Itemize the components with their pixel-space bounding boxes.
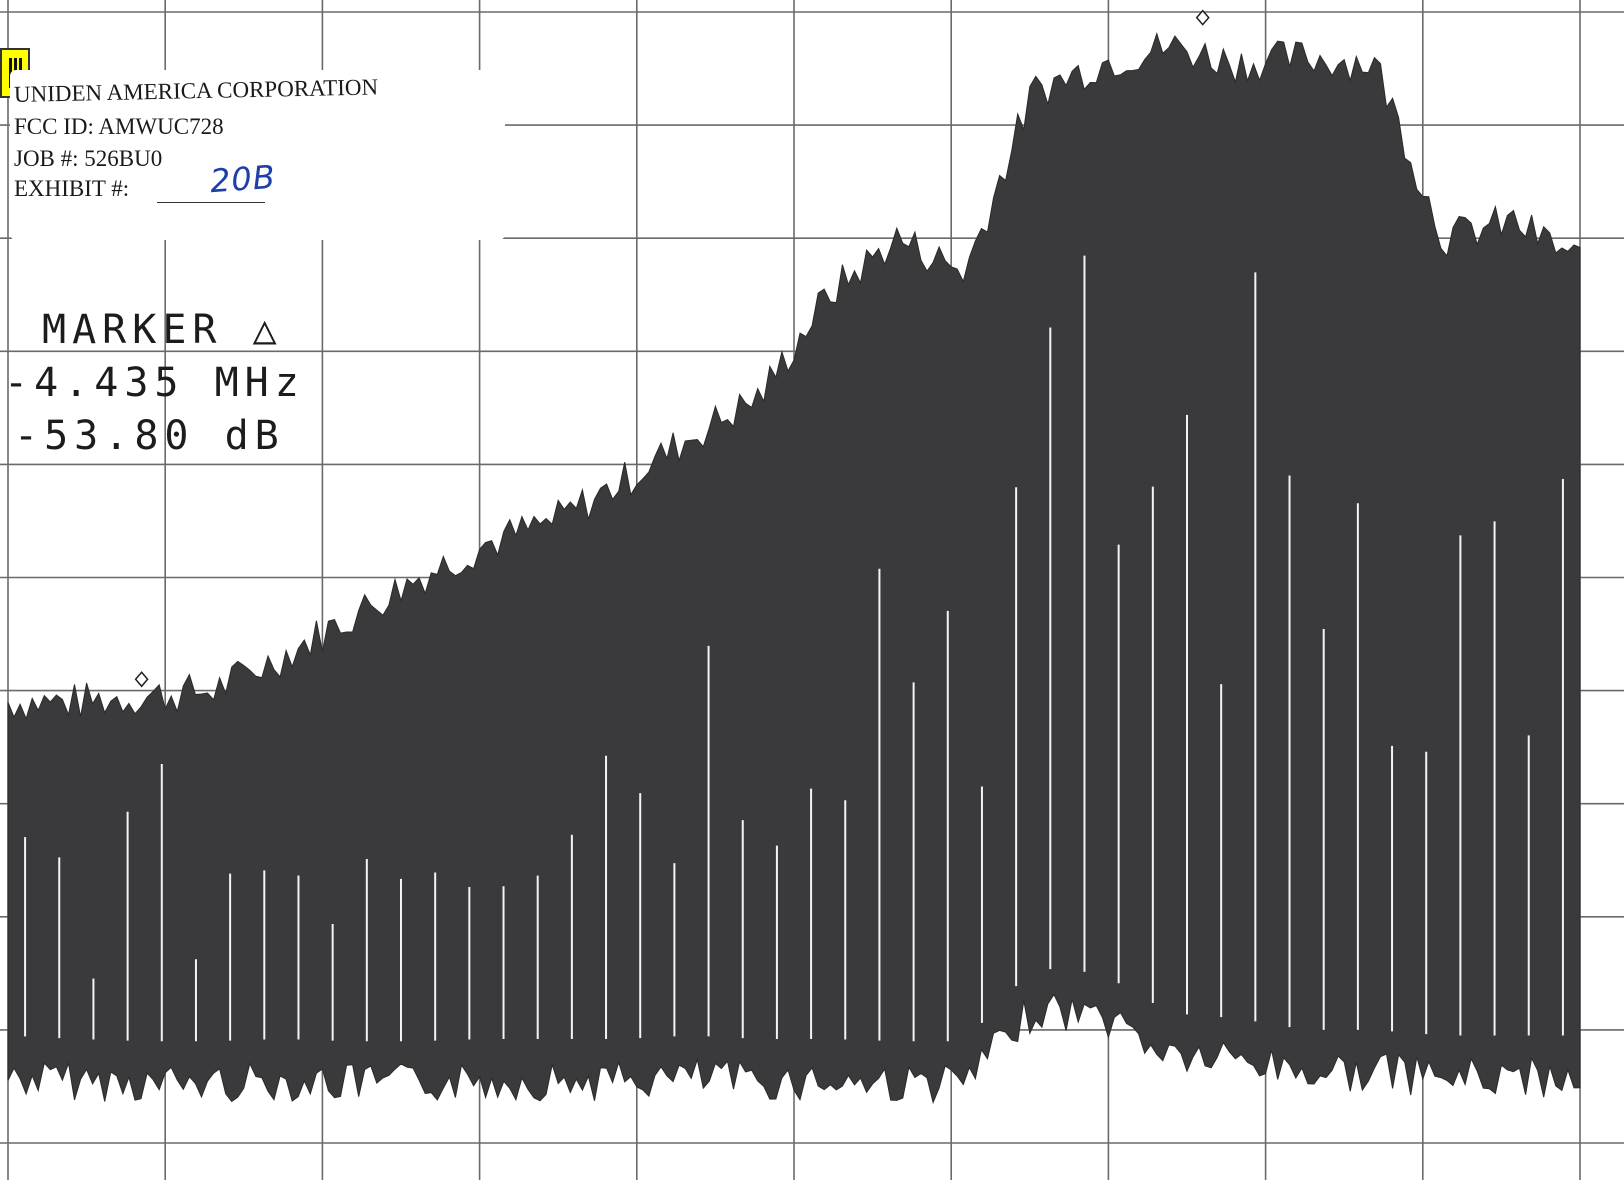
reference-marker [134, 671, 149, 688]
fcc-id: FCC ID: AMWUC728 [14, 114, 224, 139]
marker-level: -53.80 dB [14, 413, 285, 459]
job-number: JOB #: 526BU0 [14, 146, 163, 171]
exhibit-number-handwritten: 20B [208, 157, 277, 201]
delta-marker [1195, 9, 1210, 26]
marker-frequency: -4.435 MHz [4, 360, 305, 406]
marker-symbols [134, 9, 1210, 688]
exhibit-underline [157, 202, 265, 203]
marker-title: MARKER △ [42, 307, 283, 353]
exhibit-label: EXHIBIT #: [14, 176, 130, 201]
document-label-box [10, 70, 505, 240]
trace-texture [24, 255, 1564, 1042]
